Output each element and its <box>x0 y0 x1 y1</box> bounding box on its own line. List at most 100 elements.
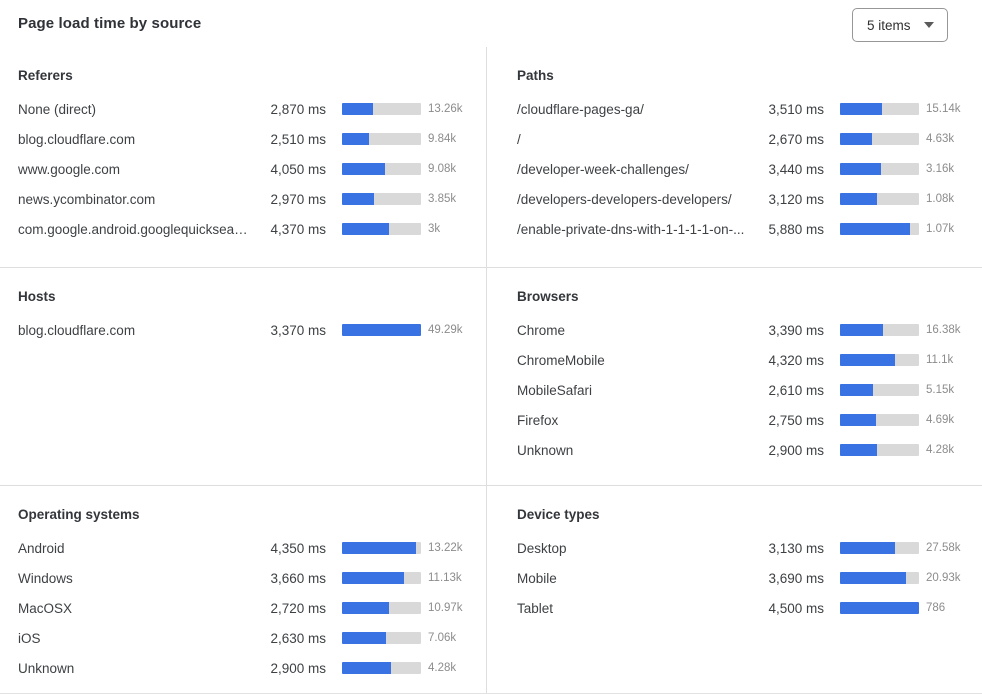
bar-fill <box>342 163 386 175</box>
widget-header: Page load time by source 5 items <box>0 0 982 47</box>
bar-fill <box>840 163 882 175</box>
bar-track <box>342 542 421 554</box>
row-label: /cloudflare-pages-ga/ <box>517 101 644 117</box>
items-count-dropdown[interactable]: 5 items <box>852 8 948 42</box>
bar-fill <box>840 602 919 614</box>
panel-title: Browsers <box>517 289 579 304</box>
panel-title: Operating systems <box>18 507 140 522</box>
panel-referers: Referers None (direct) 2,870 ms 13.26k b… <box>0 47 486 244</box>
row-count: 3k <box>428 223 441 235</box>
stat-row[interactable]: Mobile 3,690 ms 20.93k <box>517 563 974 593</box>
row-count: 49.29k <box>428 324 463 336</box>
row-label: iOS <box>18 630 41 646</box>
cell-device-types: Device types Desktop 3,130 ms 27.58k Mob… <box>486 485 982 693</box>
stat-row[interactable]: Chrome 3,390 ms 16.38k <box>517 315 974 345</box>
panel-rows: Chrome 3,390 ms 16.38k ChromeMobile 4,32… <box>517 315 974 465</box>
stat-row[interactable]: news.ycombinator.com 2,970 ms 3.85k <box>18 184 476 214</box>
row-label: blog.cloudflare.com <box>18 131 136 147</box>
row-ms-value: 2,510 ms <box>270 131 326 147</box>
bar-fill <box>840 133 872 145</box>
stat-row[interactable]: www.google.com 4,050 ms 9.08k <box>18 154 476 184</box>
cell-browsers: Browsers Chrome 3,390 ms 16.38k ChromeMo… <box>486 267 982 485</box>
stat-row[interactable]: MacOSX 2,720 ms 10.97k <box>18 593 476 623</box>
stat-row[interactable]: /enable-private-dns-with-1-1-1-1-on-... … <box>517 214 974 244</box>
row-ms-value: 3,390 ms <box>768 322 824 338</box>
bar-track <box>840 384 919 396</box>
bar-fill <box>342 572 404 584</box>
panel-rows: blog.cloudflare.com 3,370 ms 49.29k <box>18 315 476 345</box>
stat-row[interactable]: Windows 3,660 ms 11.13k <box>18 563 476 593</box>
bar-track <box>342 632 421 644</box>
stat-row[interactable]: /developers-developers-developers/ 3,120… <box>517 184 974 214</box>
bar-track <box>840 354 919 366</box>
bar-track <box>840 572 919 584</box>
row-ms-value: 3,130 ms <box>768 540 824 556</box>
row-label: / <box>517 131 521 147</box>
row-count: 3.85k <box>428 193 457 205</box>
row-ms-value: 5,880 ms <box>768 221 824 237</box>
bar-fill <box>840 572 906 584</box>
row-ms-value: 3,510 ms <box>768 101 824 117</box>
row-ms-value: 4,350 ms <box>270 540 326 556</box>
bar-fill <box>840 223 910 235</box>
row-ms-value: 3,440 ms <box>768 161 824 177</box>
stat-row[interactable]: Desktop 3,130 ms 27.58k <box>517 533 974 563</box>
panel-device-types: Device types Desktop 3,130 ms 27.58k Mob… <box>487 486 982 623</box>
row-ms-value: 2,610 ms <box>768 382 824 398</box>
row-label: Android <box>18 540 65 556</box>
cell-operating-systems: Operating systems Android 4,350 ms 13.22… <box>0 485 486 693</box>
row-count: 10.97k <box>428 602 463 614</box>
stat-row[interactable]: / 2,670 ms 4.63k <box>517 124 974 154</box>
row-label: Unknown <box>517 442 574 458</box>
stat-row[interactable]: Unknown 2,900 ms 4.28k <box>18 653 476 683</box>
stat-row[interactable]: iOS 2,630 ms 7.06k <box>18 623 476 653</box>
chevron-down-icon <box>924 22 934 28</box>
stat-row[interactable]: Firefox 2,750 ms 4.69k <box>517 405 974 435</box>
stat-row[interactable]: MobileSafari 2,610 ms 5.15k <box>517 375 974 405</box>
stat-row[interactable]: ChromeMobile 4,320 ms 11.1k <box>517 345 974 375</box>
bar-track <box>342 133 421 145</box>
row-ms-value: 2,970 ms <box>270 191 326 207</box>
stat-row[interactable]: com.google.android.googlequicksearc... 4… <box>18 214 476 244</box>
bar-track <box>840 602 919 614</box>
row-count: 4.69k <box>926 414 955 426</box>
panel-title: Paths <box>517 68 554 83</box>
stat-row[interactable]: blog.cloudflare.com 3,370 ms 49.29k <box>18 315 476 345</box>
bar-fill <box>840 414 876 426</box>
stat-row[interactable]: /developer-week-challenges/ 3,440 ms 3.1… <box>517 154 974 184</box>
row-label: MacOSX <box>18 600 73 616</box>
stat-row[interactable]: /cloudflare-pages-ga/ 3,510 ms 15.14k <box>517 94 974 124</box>
bar-fill <box>840 193 878 205</box>
cell-hosts: Hosts blog.cloudflare.com 3,370 ms 49.29… <box>0 267 486 485</box>
row-label: Tablet <box>517 600 554 616</box>
row-label: Firefox <box>517 412 559 428</box>
row-count: 20.93k <box>926 572 961 584</box>
stat-row[interactable]: Unknown 2,900 ms 4.28k <box>517 435 974 465</box>
stat-row[interactable]: blog.cloudflare.com 2,510 ms 9.84k <box>18 124 476 154</box>
panel-rows: /cloudflare-pages-ga/ 3,510 ms 15.14k / … <box>517 94 974 244</box>
row-ms-value: 2,670 ms <box>768 131 824 147</box>
row-count: 786 <box>926 602 946 614</box>
row-ms-value: 4,370 ms <box>270 221 326 237</box>
row-label: Chrome <box>517 322 566 338</box>
row-ms-value: 2,630 ms <box>270 630 326 646</box>
panel-browsers: Browsers Chrome 3,390 ms 16.38k ChromeMo… <box>487 268 982 465</box>
row-ms-value: 4,050 ms <box>270 161 326 177</box>
stat-row[interactable]: Tablet 4,500 ms 786 <box>517 593 974 623</box>
bar-fill <box>840 542 896 554</box>
panel-hosts: Hosts blog.cloudflare.com 3,370 ms 49.29… <box>0 268 486 345</box>
stat-row[interactable]: None (direct) 2,870 ms 13.26k <box>18 94 476 124</box>
items-count-value: 5 items <box>867 17 911 33</box>
row-ms-value: 3,370 ms <box>270 322 326 338</box>
panel-rows: Desktop 3,130 ms 27.58k Mobile 3,690 ms … <box>517 533 974 623</box>
row-count: 15.14k <box>926 103 961 115</box>
row-ms-value: 2,750 ms <box>768 412 824 428</box>
panel-rows: Android 4,350 ms 13.22k Windows 3,660 ms… <box>18 533 476 683</box>
row-ms-value: 2,900 ms <box>768 442 824 458</box>
bar-track <box>840 542 919 554</box>
stat-row[interactable]: Android 4,350 ms 13.22k <box>18 533 476 563</box>
row-count: 1.08k <box>926 193 955 205</box>
row-label: MobileSafari <box>517 382 593 398</box>
bar-fill <box>342 223 390 235</box>
row-count: 1.07k <box>926 223 955 235</box>
